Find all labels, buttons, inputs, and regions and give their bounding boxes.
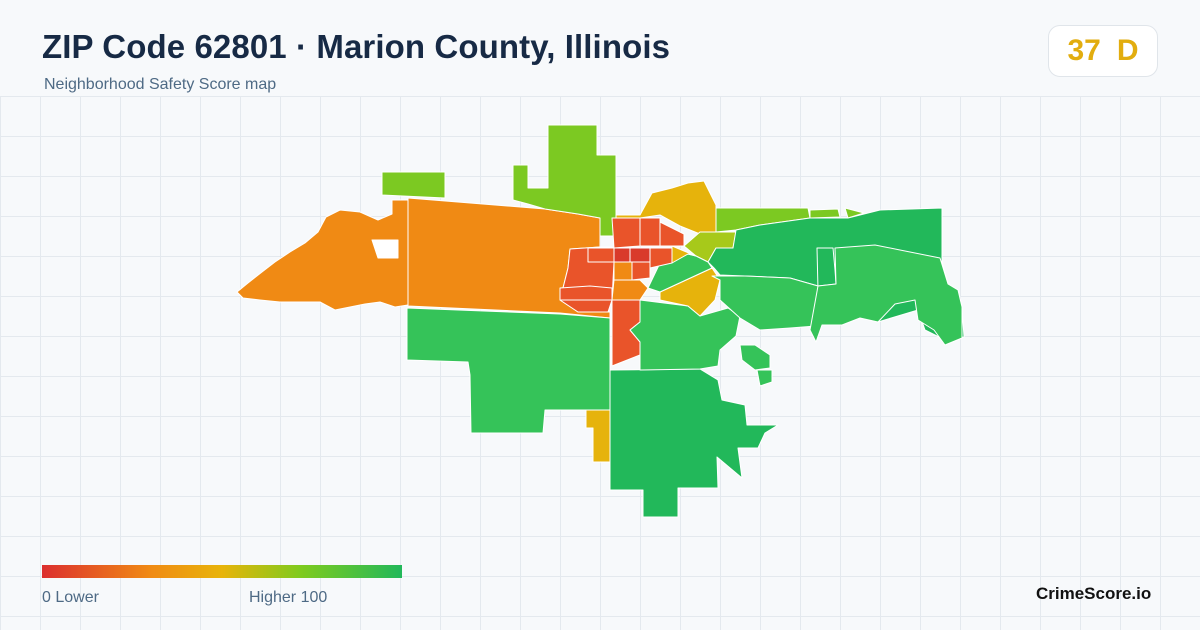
map-region[interactable] — [381, 171, 446, 199]
map-region[interactable] — [809, 208, 841, 219]
brand-logo-text: CrimeScore.io — [1036, 584, 1152, 603]
map-region[interactable] — [809, 244, 963, 346]
map-region[interactable] — [629, 299, 741, 371]
score-value: 37 — [1067, 34, 1101, 67]
legend-min-label: 0 Lower — [42, 589, 99, 606]
header: ZIP Code 62801 · Marion County, Illinois… — [0, 0, 1200, 96]
score-grade: D — [1116, 34, 1139, 67]
map-region[interactable] — [739, 344, 771, 371]
map-region[interactable] — [639, 217, 661, 247]
safety-score-badge: 37 D — [1048, 25, 1158, 77]
map-region[interactable] — [613, 247, 631, 263]
legend-color-scale — [42, 565, 402, 578]
map-region[interactable] — [559, 285, 613, 301]
map-region[interactable] — [613, 261, 633, 281]
map-region[interactable] — [585, 409, 611, 463]
map-region[interactable] — [512, 124, 617, 237]
map-region[interactable] — [629, 247, 651, 263]
map-region[interactable] — [659, 221, 685, 247]
map-region[interactable] — [611, 217, 641, 249]
map-region[interactable] — [587, 247, 615, 263]
map-region[interactable] — [236, 199, 409, 311]
legend-max-label: Higher 100 — [249, 589, 328, 606]
map-region[interactable] — [609, 368, 779, 518]
map-region-gap — [371, 239, 399, 259]
map-region[interactable] — [406, 307, 611, 434]
map-region[interactable] — [611, 279, 649, 301]
map-region[interactable] — [631, 261, 651, 281]
map-region[interactable] — [671, 245, 697, 264]
page-subtitle: Neighborhood Safety Score map — [44, 76, 277, 93]
page-title: ZIP Code 62801 · Marion County, Illinois — [42, 28, 671, 65]
map-region[interactable] — [756, 369, 773, 387]
map-region[interactable] — [711, 275, 819, 331]
map-region[interactable] — [659, 267, 721, 317]
